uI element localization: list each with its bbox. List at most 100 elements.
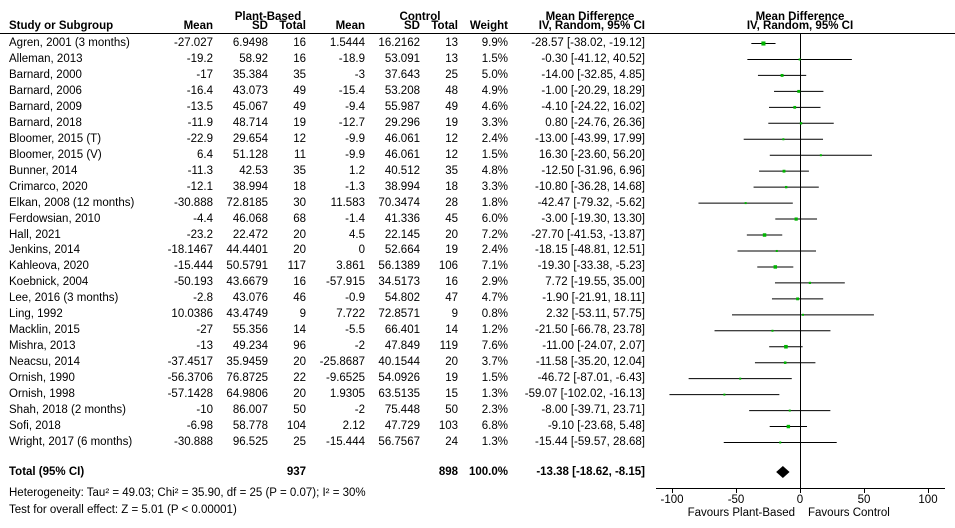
study-column-header: Study or Subgroup: [9, 20, 114, 32]
row-n2: 49: [445, 100, 458, 113]
row-sd1: 51.128: [232, 148, 268, 161]
row-weight: 3.7%: [481, 356, 508, 369]
row-sd1: 29.654: [232, 132, 268, 145]
row-ci: -27.70 [-41.53, -13.87]: [531, 228, 645, 241]
row-study: Elkan, 2008 (12 months): [9, 196, 135, 209]
row-ci: -1.90 [-21.91, 18.11]: [542, 292, 645, 305]
study-marker: [796, 297, 799, 301]
total2-header: Total: [431, 20, 458, 32]
row-sd1: 58.778: [232, 420, 268, 433]
row-study: Alleman, 2013: [9, 52, 83, 65]
row-n1: 14: [293, 324, 306, 337]
row-study: Barnard, 2009: [9, 100, 82, 113]
row-ci: -4.10 [-24.22, 16.02]: [541, 100, 645, 113]
row-n1: 16: [293, 276, 306, 289]
row-sd1: 6.9498: [232, 37, 268, 49]
row-study: Agren, 2001 (3 months): [9, 37, 130, 49]
row-sd2: 55.987: [384, 100, 420, 113]
row-study: Sofi, 2018: [9, 420, 61, 433]
row-sd2: 38.994: [384, 180, 420, 193]
row-weight: 1.8%: [481, 196, 508, 209]
row-sd1: 43.076: [232, 292, 268, 305]
row-m1: -30.888: [173, 196, 213, 209]
row-n1: 50: [293, 404, 306, 417]
row-m1: -22.9: [186, 132, 213, 145]
row-sd1: 58.92: [239, 52, 268, 65]
row-sd2: 16.2162: [378, 37, 420, 49]
row-m2: -3: [354, 68, 365, 81]
row-m1: -27: [196, 324, 213, 337]
plot-header-method: IV, Random, 95% CI: [746, 20, 854, 32]
md-header-method: IV, Random, 95% CI: [538, 20, 645, 32]
row-study: Koebnick, 2004: [9, 276, 89, 289]
study-marker: [793, 105, 797, 109]
row-sd2: 34.5173: [378, 276, 420, 289]
row-m2: -2: [354, 404, 365, 417]
row-ci: -11.58 [-35.20, 12.04]: [535, 356, 645, 369]
total-weight: 100.0%: [468, 466, 508, 478]
row-sd2: 70.3474: [378, 196, 420, 209]
row-n1: 104: [286, 420, 306, 433]
row-sd1: 72.8185: [226, 196, 268, 209]
group2-header: Control: [399, 11, 441, 23]
row-weight: 4.6%: [481, 100, 508, 113]
row-ci: -9.10 [-23.68, 5.48]: [547, 420, 645, 433]
row-study: Crimarco, 2020: [9, 180, 88, 193]
row-m2: 1.2: [349, 164, 365, 177]
row-sd2: 41.336: [384, 212, 420, 225]
row-n1: 49: [293, 100, 306, 113]
row-m1: 10.0386: [171, 308, 213, 321]
row-weight: 1.2%: [481, 324, 508, 337]
study-marker: [739, 377, 742, 380]
row-sd2: 47.849: [384, 340, 420, 353]
total-ci: -13.38 [-18.62, -8.15]: [536, 466, 645, 478]
row-n1: 20: [293, 356, 306, 369]
row-study: Macklin, 2015: [9, 324, 80, 337]
row-sd1: 86.007: [232, 404, 268, 417]
x-tick-label: 100: [918, 494, 937, 506]
row-ci: -11.00 [-24.07, 2.07]: [542, 340, 645, 353]
study-marker: [783, 361, 787, 364]
row-study: Ornish, 1990: [9, 372, 75, 385]
row-n2: 13: [445, 52, 458, 65]
row-sd2: 54.0926: [378, 372, 420, 385]
row-sd1: 55.356: [232, 324, 268, 337]
row-n2: 24: [445, 436, 458, 448]
row-sd2: 53.208: [384, 84, 420, 97]
row-weight: 1.5%: [481, 148, 508, 161]
row-sd2: 75.448: [384, 404, 420, 417]
row-n1: 18: [293, 180, 306, 193]
row-m1: 6.4: [197, 148, 213, 161]
row-n2: 48: [445, 84, 458, 97]
row-n2: 25: [445, 68, 458, 81]
row-ci: -10.80 [-36.28, 14.68]: [535, 180, 645, 193]
total-diamond: [776, 466, 790, 478]
row-weight: 7.2%: [481, 228, 508, 241]
row-m2: -1.3: [345, 180, 365, 193]
row-weight: 2.3%: [481, 404, 508, 417]
row-sd1: 46.068: [232, 212, 268, 225]
row-sd2: 40.512: [384, 164, 420, 177]
row-sd2: 40.1544: [378, 356, 420, 369]
row-weight: 7.1%: [481, 260, 508, 273]
row-m2: -5.5: [345, 324, 365, 337]
row-m1: -13.5: [186, 100, 213, 113]
study-marker: [784, 185, 788, 189]
row-sd1: 35.384: [232, 68, 268, 81]
row-m2: -1.4: [345, 212, 365, 225]
row-ci: -21.50 [-66.78, 23.78]: [535, 324, 645, 337]
row-m1: -13: [196, 340, 213, 353]
total-label: Total (95% CI): [9, 466, 85, 478]
plot-header-title: Mean Difference: [755, 11, 845, 23]
row-n2: 13: [445, 37, 458, 49]
overall-effect-text: Test for overall effect: Z = 5.01 (P < 0…: [9, 504, 237, 516]
row-m2: 3.861: [336, 260, 365, 273]
row-m2: -2: [354, 340, 365, 353]
row-sd1: 43.4749: [226, 308, 268, 321]
row-weight: 6.0%: [481, 212, 508, 225]
row-weight: 4.7%: [481, 292, 508, 305]
row-m2: 1.5444: [329, 37, 365, 49]
heterogeneity-text: Heterogeneity: Tau² = 49.03; Chi² = 35.9…: [9, 487, 366, 499]
row-sd2: 63.5135: [378, 388, 420, 401]
row-study: Lee, 2016 (3 months): [9, 292, 119, 305]
